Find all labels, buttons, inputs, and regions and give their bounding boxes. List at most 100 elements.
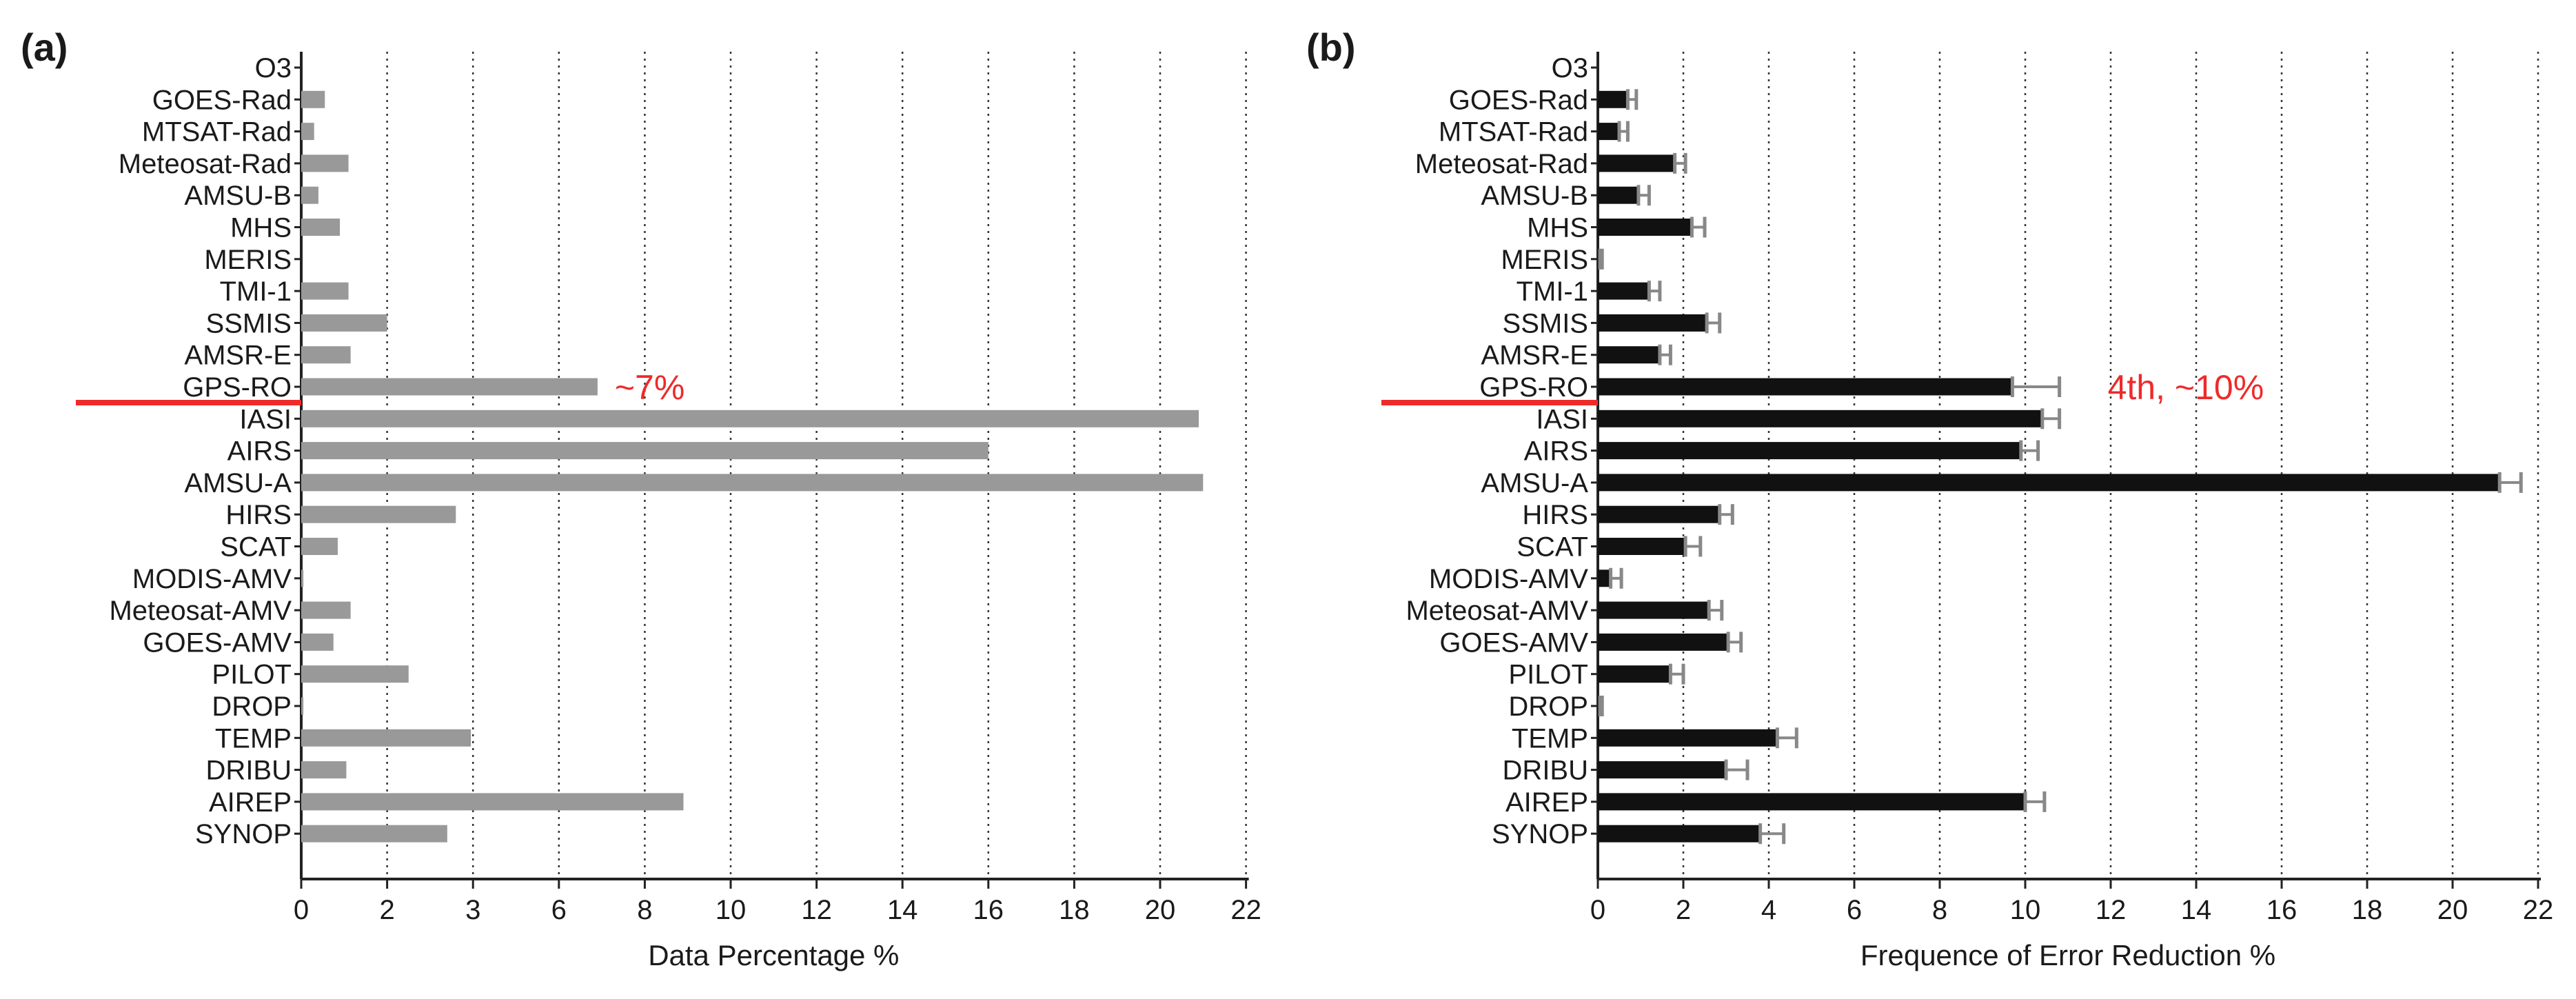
category-label: SSMIS — [206, 308, 292, 339]
bar — [301, 505, 456, 523]
category-label: AIRS — [227, 436, 292, 467]
x-tick-label: 3 — [465, 895, 480, 925]
bar — [301, 123, 314, 141]
bar — [301, 825, 447, 842]
panel-a: (a) 0 2 3 6 8 10 12 14 16 18 20 22 Data Percentage %… — [21, 26, 1261, 971]
x-tick-label: 4 — [1761, 895, 1776, 925]
x-tick-label: 0 — [1590, 895, 1605, 925]
category-label: GOES-AMV — [1439, 627, 1588, 658]
category-label: AMSR-E — [184, 341, 292, 371]
category-label: MTSAT-Rad — [1439, 117, 1588, 148]
category-label: IASI — [1536, 404, 1588, 434]
x-tick-label: 18 — [1059, 895, 1090, 925]
bar — [1598, 123, 1619, 141]
category-label: AMSU-A — [1481, 468, 1588, 498]
category-label: AIREP — [1505, 787, 1588, 818]
bar — [1598, 633, 1729, 651]
bar — [1598, 154, 1675, 172]
bar — [301, 569, 304, 587]
category-label: HIRS — [1522, 500, 1588, 530]
category-label: GPS-RO — [183, 372, 292, 403]
bar — [301, 314, 387, 332]
bar — [301, 633, 334, 651]
bar — [1598, 442, 2021, 460]
x-tick-label: 20 — [1145, 895, 1176, 925]
category-label: TEMP — [215, 723, 292, 754]
category-label: PILOT — [212, 660, 292, 690]
annotation-text: 4th, ~10% — [2108, 368, 2264, 407]
bar — [1598, 346, 1660, 364]
bar — [301, 601, 351, 619]
category-label: MTSAT-Rad — [142, 117, 292, 148]
category-label: Meteosat-AMV — [109, 596, 292, 626]
x-tick-label: 0 — [294, 895, 309, 925]
bar — [301, 538, 338, 555]
category-label: GOES-AMV — [143, 627, 292, 658]
bar — [1598, 538, 1686, 555]
bar — [301, 186, 318, 204]
category-label: PILOT — [1508, 660, 1588, 690]
x-tick-label: 16 — [2266, 895, 2298, 925]
category-label: SYNOP — [195, 819, 292, 849]
bar — [1598, 474, 2500, 492]
bar — [1598, 601, 1710, 619]
bar — [301, 474, 1204, 492]
x-tick-label: 22 — [2523, 895, 2554, 925]
category-label: GOES-Rad — [1449, 85, 1588, 115]
x-tick-label: 10 — [716, 895, 747, 925]
x-axis-title: Data Percentage % — [648, 939, 899, 971]
category-label: HIRS — [225, 500, 292, 530]
category-label: SYNOP — [1492, 819, 1588, 849]
x-axis-title: Frequence of Error Reduction % — [1860, 939, 2275, 971]
bar — [1598, 505, 1720, 523]
x-tick-label: 20 — [2437, 895, 2468, 925]
bar — [1598, 825, 1761, 842]
bar — [1598, 729, 1778, 747]
category-label: MERIS — [204, 245, 292, 275]
x-tick-label: 12 — [2096, 895, 2127, 925]
bar — [301, 793, 684, 811]
x-tick-label: 8 — [637, 895, 652, 925]
bar — [301, 378, 598, 396]
category-label: IASI — [239, 404, 292, 434]
category-label: AMSU-A — [184, 468, 292, 498]
category-label: O3 — [1552, 53, 1588, 83]
bar — [301, 697, 304, 715]
category-label: SSMIS — [1503, 308, 1588, 339]
bar — [1598, 569, 1611, 587]
category-label: O3 — [255, 53, 292, 83]
category-label: DRIBU — [1503, 756, 1588, 786]
bar — [301, 761, 347, 779]
x-tick-label: 14 — [2181, 895, 2212, 925]
bar — [301, 282, 349, 300]
category-label: GPS-RO — [1479, 372, 1588, 403]
category-label: Meteosat-Rad — [119, 149, 292, 179]
panel-a-label: (a) — [21, 26, 68, 69]
category-label: AIRS — [1524, 436, 1588, 467]
x-tick-label: 16 — [973, 895, 1004, 925]
category-label: TEMP — [1512, 723, 1588, 754]
annotation-text: ~7% — [615, 368, 684, 407]
category-label: TMI-1 — [220, 276, 292, 307]
bar — [301, 442, 988, 460]
bar — [301, 346, 351, 364]
category-label: Meteosat-AMV — [1406, 596, 1588, 626]
bar — [301, 729, 471, 747]
bar — [1598, 665, 1671, 683]
x-tick-label: 6 — [1847, 895, 1862, 925]
bar — [1598, 90, 1628, 108]
x-tick-label: 14 — [887, 895, 918, 925]
category-label: AMSU-B — [184, 181, 292, 211]
bar — [301, 154, 349, 172]
category-label: SCAT — [220, 532, 292, 563]
x-tick-label: 22 — [1230, 895, 1261, 925]
x-tick-label: 8 — [1932, 895, 1947, 925]
category-label: MERIS — [1501, 245, 1588, 275]
category-label: AMSR-E — [1481, 341, 1588, 371]
category-label: MODIS-AMV — [1429, 564, 1588, 594]
category-label: SCAT — [1517, 532, 1588, 563]
category-label: AIREP — [209, 787, 292, 818]
x-tick-label: 2 — [379, 895, 394, 925]
x-tick-label: 6 — [551, 895, 567, 925]
